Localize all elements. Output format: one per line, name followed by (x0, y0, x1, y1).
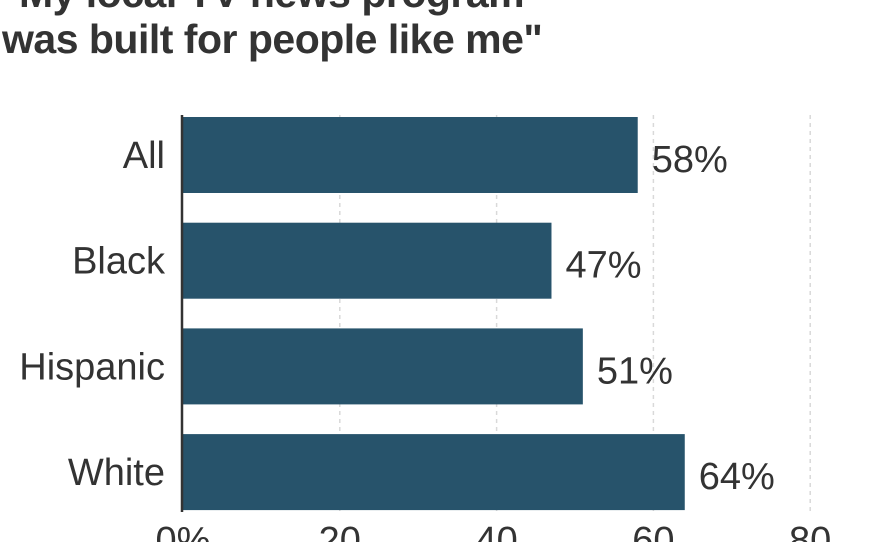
x-tick-label-80: 80 (789, 520, 831, 542)
value-label-black: 47% (565, 245, 641, 287)
bar-white (183, 434, 685, 511)
category-label-all: All (123, 135, 165, 177)
value-label-all: 58% (652, 139, 728, 181)
x-tick-label-60: 60 (632, 520, 674, 542)
category-label-white: White (68, 452, 165, 494)
chart-title-line-2: was built for people like me" (2, 16, 543, 62)
chart-title-line-1: "My local TV news program (0, 0, 525, 16)
value-label-white: 64% (699, 456, 775, 498)
x-tick-label-0: 0% (156, 520, 211, 542)
value-label-hispanic: 51% (597, 350, 673, 392)
bar-all (183, 117, 638, 193)
category-label-hispanic: Hispanic (19, 346, 165, 388)
category-label-black: Black (72, 241, 166, 283)
labels: All 58% Black 47% Hispanic 51% White 64% 0% 20 40 6… (19, 135, 831, 542)
bars (183, 117, 685, 511)
x-tick-label-40: 40 (475, 520, 517, 542)
bar-black (183, 222, 552, 299)
bar-hispanic (183, 328, 583, 405)
x-tick-label-20: 20 (319, 520, 361, 542)
